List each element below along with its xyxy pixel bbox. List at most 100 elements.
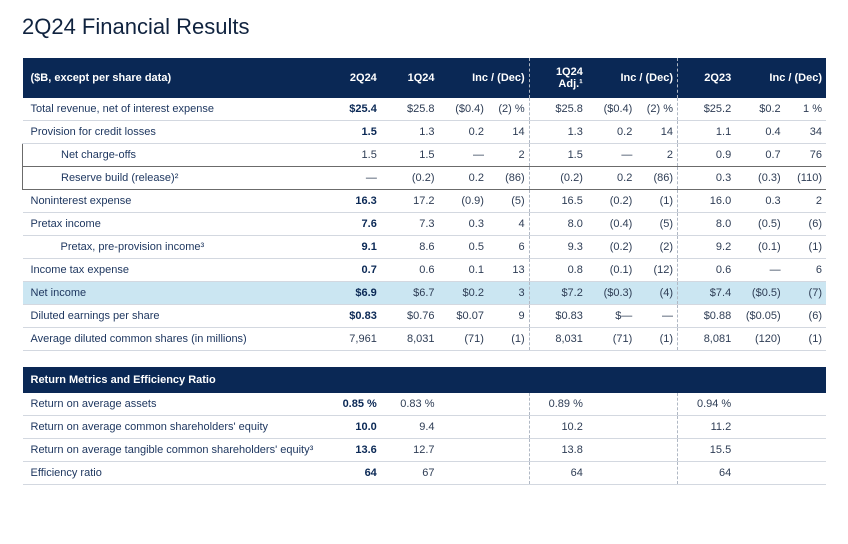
table-cell: 1.5: [381, 144, 439, 167]
table-cell: 11.2: [678, 415, 736, 438]
table-cell: 17.2: [381, 190, 439, 213]
table-row: Income tax expense0.70.60.1130.8(0.1)(12…: [23, 259, 827, 282]
table-cell: [439, 461, 488, 484]
table-cell: 1 %: [785, 98, 826, 121]
table-row: Average diluted common shares (in millio…: [23, 328, 827, 351]
table-cell: (0.2): [529, 167, 587, 190]
table-cell: (2) %: [636, 98, 677, 121]
table-cell: [735, 438, 784, 461]
table-row: Diluted earnings per share$0.83$0.76$0.0…: [23, 305, 827, 328]
col-label: ($B, except per share data): [23, 58, 324, 98]
table-cell: 64: [529, 461, 587, 484]
table-cell: 9.4: [381, 415, 439, 438]
table-cell: 0.2: [587, 167, 636, 190]
table-cell: (5): [636, 213, 677, 236]
col-incdec-2: Inc / (Dec): [587, 58, 678, 98]
table-cell: [439, 393, 488, 416]
table-cell: 9: [488, 305, 529, 328]
table-cell: 0.6: [381, 259, 439, 282]
table-cell: ($0.05): [735, 305, 784, 328]
col-2q23: 2Q23: [678, 58, 736, 98]
table-cell: [785, 438, 826, 461]
table-row: Total revenue, net of interest expense $2…: [23, 98, 827, 121]
table-cell: Pretax, pre-provision income³: [23, 236, 324, 259]
table-cell: Net charge-offs: [23, 144, 324, 167]
table-cell: [636, 415, 677, 438]
table-cell: Return on average tangible common shareh…: [23, 438, 324, 461]
table-cell: 0.8: [529, 259, 587, 282]
section2-title: Return Metrics and Efficiency Ratio: [23, 367, 827, 393]
table-cell: [636, 461, 677, 484]
table-cell: 1.5: [323, 121, 381, 144]
table-cell: ($0.5): [735, 282, 784, 305]
table-cell: [488, 461, 529, 484]
table-row: Net income$6.9$6.7$0.23$7.2($0.3)(4)$7.4…: [23, 282, 827, 305]
table-cell: Return on average assets: [23, 393, 324, 416]
table-header: ($B, except per share data) 2Q24 1Q24 In…: [23, 58, 827, 98]
table-cell: 8.6: [381, 236, 439, 259]
table-cell: 12.7: [381, 438, 439, 461]
table-row: Provision for credit losses1.51.30.2141.…: [23, 121, 827, 144]
table-cell: (12): [636, 259, 677, 282]
table-cell: (0.3): [735, 167, 784, 190]
table-cell: 16.0: [678, 190, 736, 213]
table-row: Return on average common shareholders' e…: [23, 415, 827, 438]
table-cell: 2: [488, 144, 529, 167]
col-2q24: 2Q24: [323, 58, 381, 98]
table-row: Return on average assets0.85 %0.83 %0.89…: [23, 393, 827, 416]
table-cell: 64: [323, 461, 381, 484]
table-cell: Provision for credit losses: [23, 121, 324, 144]
table-cell: 0.2: [439, 167, 488, 190]
table-cell: Total revenue, net of interest expense: [23, 98, 324, 121]
table-row: Efficiency ratio64676464: [23, 461, 827, 484]
table-cell: —: [439, 144, 488, 167]
table-cell: 0.85 %: [323, 393, 381, 416]
table-cell: 34: [785, 121, 826, 144]
table-cell: 7.6: [323, 213, 381, 236]
table-cell: (86): [488, 167, 529, 190]
table-cell: $25.2: [678, 98, 736, 121]
table-cell: [439, 415, 488, 438]
table-cell: (0.2): [381, 167, 439, 190]
table-cell: $0.83: [323, 305, 381, 328]
col-1q24adj: 1Q24 Adj.¹: [529, 58, 587, 98]
table-cell: 0.83 %: [381, 393, 439, 416]
table-cell: (1): [636, 190, 677, 213]
table-cell: 1.5: [529, 144, 587, 167]
table-row: Net charge-offs1.51.5—21.5—20.90.776: [23, 144, 827, 167]
table-body-main: Total revenue, net of interest expense $2…: [23, 98, 827, 351]
table-cell: 0.9: [678, 144, 736, 167]
table-cell: (86): [636, 167, 677, 190]
table-cell: 3: [488, 282, 529, 305]
table-cell: [785, 415, 826, 438]
financial-results-table: ($B, except per share data) 2Q24 1Q24 In…: [22, 58, 826, 485]
table-cell: (0.1): [735, 236, 784, 259]
table-cell: 4: [488, 213, 529, 236]
table-cell: 16.3: [323, 190, 381, 213]
table-cell: 8.0: [529, 213, 587, 236]
table-row: Pretax income7.67.30.348.0(0.4)(5)8.0(0.…: [23, 213, 827, 236]
table-cell: 9.1: [323, 236, 381, 259]
table-cell: (1): [488, 328, 529, 351]
table-cell: $25.8: [381, 98, 439, 121]
table-cell: —: [636, 305, 677, 328]
table-cell: 0.5: [439, 236, 488, 259]
table-cell: (1): [636, 328, 677, 351]
table-cell: 16.5: [529, 190, 587, 213]
table-cell: 76: [785, 144, 826, 167]
table-cell: Pretax income: [23, 213, 324, 236]
page-title: 2Q24 Financial Results: [22, 14, 826, 40]
table-cell: (0.5): [735, 213, 784, 236]
table-cell: 0.3: [678, 167, 736, 190]
table-cell: —: [735, 259, 784, 282]
table-cell: [785, 393, 826, 416]
table-cell: [587, 415, 636, 438]
table-row: Noninterest expense16.317.2(0.9)(5)16.5(…: [23, 190, 827, 213]
col-incdec-3: Inc / (Dec): [735, 58, 826, 98]
table-cell: (71): [587, 328, 636, 351]
table-cell: 2: [636, 144, 677, 167]
table-cell: (2) %: [488, 98, 529, 121]
table-cell: 14: [636, 121, 677, 144]
table-cell: 9.3: [529, 236, 587, 259]
table-cell: (7): [785, 282, 826, 305]
